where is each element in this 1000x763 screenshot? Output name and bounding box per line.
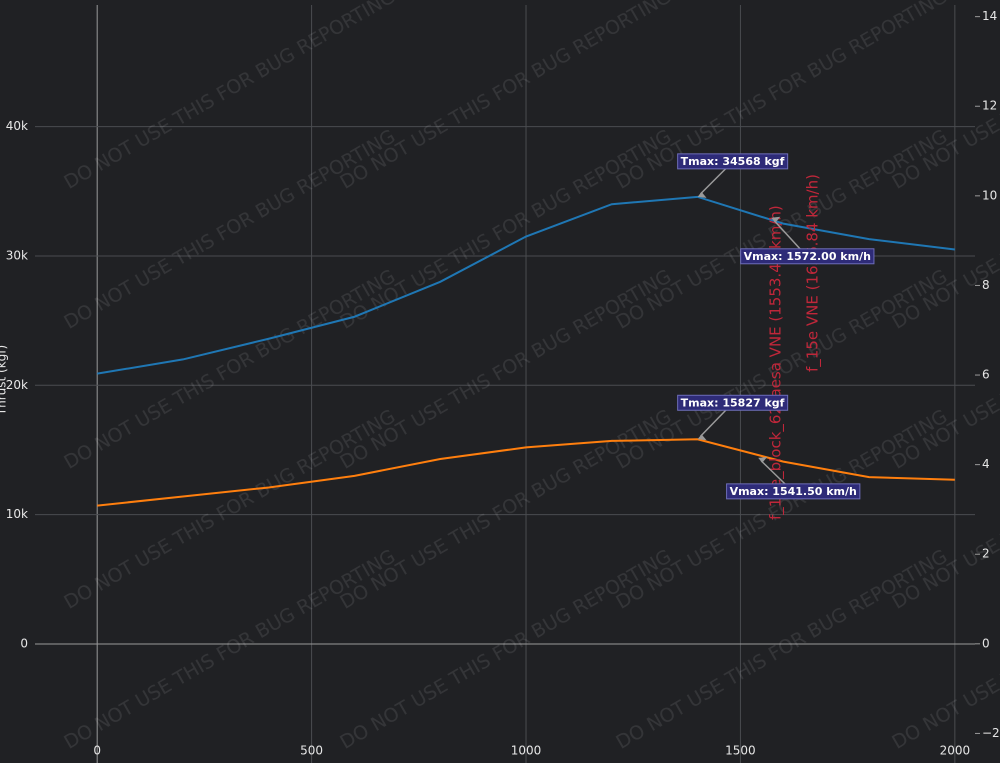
x-tick-label: 500 — [300, 744, 323, 758]
y2-tick-label: 0 — [982, 636, 990, 650]
annotation: Vmax: 1541.50 km/h — [726, 483, 861, 500]
annotation-box — [677, 394, 789, 411]
annotation-label: Tmax: 34568 kgf — [681, 155, 785, 168]
y-tick-label: 30k — [6, 248, 28, 262]
y2-tick-label: −2 — [982, 726, 1000, 740]
annotation-label: Vmax: 1541.50 km/h — [730, 485, 857, 498]
annotation: Tmax: 34568 kgf — [677, 153, 789, 170]
arrow-head — [697, 434, 707, 441]
annotation-label: Tmax: 15827 kgf — [681, 396, 785, 409]
vne-label: f_15e_block_62_aesa VNE (1553.43 km/h) — [767, 205, 786, 520]
y2-tick-label: 8 — [982, 278, 990, 292]
y2-tick-label: 14 — [982, 9, 997, 23]
arrow-head — [771, 216, 781, 223]
y-tick-label: 10k — [6, 507, 28, 521]
series-line — [97, 438, 955, 507]
y2-tick-label: 4 — [982, 457, 990, 471]
x-tick-label: 1500 — [725, 744, 756, 758]
vne-label: f_15e VNE (1636.84 km/h) — [804, 174, 823, 372]
series-line — [97, 195, 955, 375]
x-tick-label: 1000 — [511, 744, 542, 758]
y2-tick-label: 6 — [982, 368, 990, 382]
annotation-box — [726, 483, 861, 500]
x-tick-label: 2000 — [940, 744, 971, 758]
arrow-head — [758, 456, 768, 463]
arrow-head — [697, 191, 707, 198]
annotation: Vmax: 1572.00 km/h — [740, 248, 875, 265]
y2-tick-label: 12 — [982, 99, 997, 113]
y-tick-label: 40k — [6, 119, 28, 133]
y2-tick-label: 10 — [982, 188, 997, 202]
x-tick-label: 0 — [93, 744, 101, 758]
y-tick-label: 20k — [6, 378, 28, 392]
annotation-box — [677, 153, 789, 170]
y-tick-label: 0 — [20, 636, 28, 650]
annotation-box — [740, 248, 875, 265]
y2-tick-label: 2 — [982, 547, 990, 561]
annotation-label: Vmax: 1572.00 km/h — [744, 250, 871, 263]
y-axis-title: Thrust (kgf) — [0, 345, 9, 416]
annotation: Tmax: 15827 kgf — [677, 394, 789, 411]
